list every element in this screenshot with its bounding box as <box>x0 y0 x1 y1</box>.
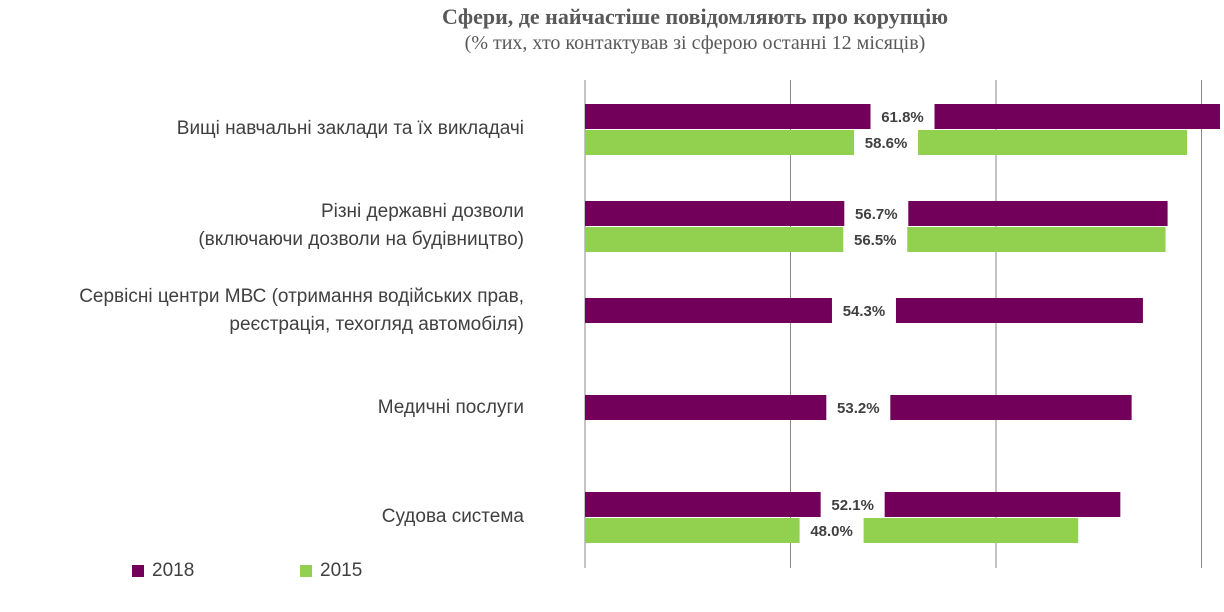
data-label: 52.1% <box>831 497 874 514</box>
data-label: 56.7% <box>855 206 898 223</box>
category-label-line: Різні державні дозволи <box>320 201 524 222</box>
category-label-line: реєстрація, техогляд автомобіля) <box>229 313 524 335</box>
chart-subtitle: (% тих, хто контактував зі сферою останн… <box>464 32 926 54</box>
data-label-bg <box>820 492 885 517</box>
category-label: Судова система <box>382 503 524 531</box>
data-label: 54.3% <box>843 303 886 320</box>
data-label-bg <box>843 227 908 252</box>
category-label-line: Медичні послуги <box>377 396 524 418</box>
category-label-line: Сервісні центри МВС (отримання водійськи… <box>79 285 524 307</box>
data-label-bg <box>844 201 909 226</box>
legend-swatch-2015 <box>300 565 312 577</box>
data-label-bg <box>826 395 891 420</box>
data-label: 61.8% <box>881 109 924 126</box>
chart-title: Сфери, де найчастіше повідомляють про ко… <box>442 4 948 29</box>
data-label: 48.0% <box>810 523 853 540</box>
category-label: Медичні послуги <box>378 394 524 422</box>
category-label: Різні державні дозволи (включаючи дозволи… <box>198 198 524 254</box>
data-label: 53.2% <box>837 400 880 417</box>
data-label: 56.5% <box>854 232 897 249</box>
category-label: Вищі навчальні заклади та їх викладачі <box>177 115 524 143</box>
legend-label: 2018 <box>152 560 195 581</box>
data-label-bg <box>854 130 919 155</box>
category-label-line: Вищі навчальні заклади та їх викладачі <box>176 118 524 139</box>
category-label-line: (включаючи дозволи на будівництво) <box>198 229 524 250</box>
data-label-bg <box>870 104 935 129</box>
category-label: Сервісні центри МВС (отримання водійськи… <box>79 283 524 339</box>
data-label: 58.6% <box>865 135 908 152</box>
category-label-line: Судова система <box>381 506 524 527</box>
legend-item-2018: 2018 <box>132 560 194 582</box>
data-label-bg <box>831 298 896 323</box>
legend-swatch-2018 <box>132 565 144 577</box>
data-label-bg <box>799 518 864 543</box>
legend-item-2015: 2015 <box>300 560 362 582</box>
legend-label: 2015 <box>320 560 363 581</box>
